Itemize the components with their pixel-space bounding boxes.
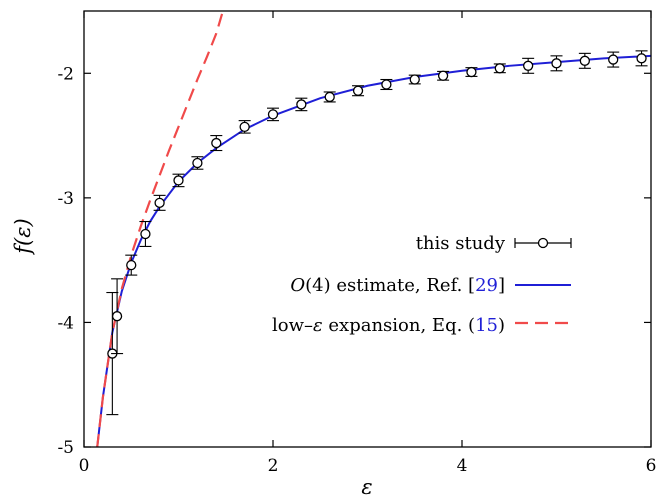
y-tick-label: -2	[57, 64, 74, 84]
x-tick-label: 2	[268, 456, 279, 476]
point-marker	[494, 63, 505, 74]
point-marker	[466, 66, 477, 78]
data-point	[352, 85, 365, 97]
data-point	[111, 278, 124, 355]
data-point	[172, 173, 185, 188]
point-marker	[551, 58, 562, 69]
legend-marker-errorbar	[514, 237, 572, 249]
data-point	[550, 55, 563, 72]
legend-label-this-study: this study	[416, 233, 506, 254]
axis-ticks: 0 2 4 6 -5 -4 -3 -2	[57, 11, 656, 476]
data-point	[238, 120, 251, 134]
data-point	[139, 220, 152, 247]
data-point	[607, 51, 620, 68]
point-marker	[608, 54, 619, 65]
data-point	[125, 254, 138, 276]
data-point	[408, 74, 421, 85]
point-marker	[324, 91, 335, 103]
point-marker	[173, 175, 184, 186]
point-marker	[523, 60, 534, 71]
series-lines	[96, 11, 651, 447]
point-marker	[192, 157, 203, 169]
series-line-o4-estimate	[96, 54, 651, 447]
point-marker	[140, 228, 151, 240]
data-point	[153, 194, 166, 211]
data-point	[267, 107, 279, 122]
data-point	[380, 78, 393, 91]
point-marker	[239, 121, 250, 133]
point-marker	[579, 55, 590, 66]
point-marker	[154, 197, 165, 208]
y-tick-label: -3	[57, 189, 74, 209]
data-point	[465, 66, 478, 78]
point-marker	[409, 74, 420, 85]
point-marker	[636, 53, 647, 64]
data-point	[578, 52, 591, 69]
point-marker	[111, 311, 123, 322]
x-axis-label: ε	[361, 475, 372, 499]
plot-area	[96, 11, 651, 447]
legend: this study O(4) estimate, Ref. [29] low–…	[272, 233, 572, 336]
data-point	[295, 97, 308, 112]
data-point	[635, 50, 648, 67]
x-tick-label: 4	[457, 456, 468, 476]
point-marker	[211, 137, 222, 149]
point-marker	[267, 109, 279, 120]
legend-label-low-eps: low–ε expansion, Eq. (15)	[272, 315, 505, 336]
point-marker	[296, 99, 307, 110]
data-point	[493, 63, 506, 74]
y-tick-label: -5	[57, 438, 74, 458]
point-marker	[126, 259, 137, 271]
x-tick-label: 6	[646, 456, 657, 476]
y-axis-label: f(ε)	[11, 218, 35, 255]
series-line-low-eps-expansion	[96, 11, 224, 447]
y-tick-label: -4	[57, 313, 74, 333]
data-point	[437, 70, 450, 81]
plot-frame	[83, 10, 652, 448]
data-point	[191, 156, 204, 170]
data-point	[210, 135, 223, 152]
data-point	[522, 57, 535, 74]
x-tick-label: 0	[79, 456, 90, 476]
data-point	[323, 91, 336, 103]
series-this-study	[106, 50, 648, 416]
point-marker	[352, 85, 364, 96]
point-marker	[437, 70, 449, 81]
legend-label-o4-estimate: O(4) estimate, Ref. [29]	[290, 275, 505, 296]
point-marker	[381, 79, 392, 90]
